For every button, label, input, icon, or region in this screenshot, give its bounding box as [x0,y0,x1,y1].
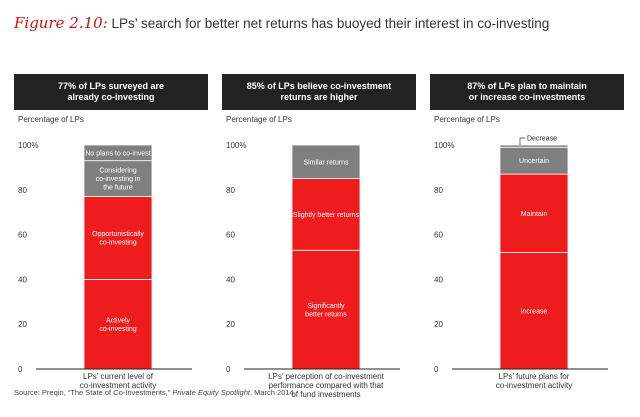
source-prefix: Source: Preqin, “The State of Co-Investm… [14,388,173,397]
bar-segment [499,252,569,370]
x-axis-label: of fund investments [291,390,360,399]
y-tick-label: 100% [18,141,38,150]
figure-title: Figure 2.10: LPs’ search for better net … [14,14,549,32]
y-tick-label: 100% [226,141,246,150]
y-axis-label: Percentage of LPs [434,115,500,124]
segment-label: Opportunistically [92,231,144,238]
panel-header-line: 85% of LPs believe co-investment [246,81,392,91]
y-tick-label: 40 [226,275,235,284]
segment-label: Considering [99,168,136,175]
segment-label: Maintain [521,211,548,218]
x-axis-label: co-investment activity [80,381,156,390]
y-tick-label: 20 [434,320,443,329]
segment-label: co-investing [99,240,136,247]
figure-label: Figure 2.10: [14,14,108,32]
panel-header: 85% of LPs believe co-investment returns… [222,74,416,110]
bar-segment [83,144,153,162]
panel-header-line: returns are higher [280,92,358,102]
y-tick-label: 20 [226,320,235,329]
segment-label: Increase [521,308,548,315]
chart-current-level: Percentage of LPs 100% 80 60 40 20 0 Actively co… [18,115,192,390]
panel-header-line: already co-investing [67,92,155,102]
panel-header-line: 77% of LPs surveyed are [57,81,165,91]
y-tick-label: 40 [18,275,27,284]
segment-label: Decrease [527,136,557,143]
y-tick-label: 80 [18,186,27,195]
bar-segment [291,249,361,370]
segment-label: better returns [305,311,347,318]
y-tick-label: 60 [226,231,235,240]
segment-label: No plans to co-invest [85,150,150,157]
y-tick-label: 80 [226,186,235,195]
y-tick-label: 80 [434,186,443,195]
bar-segment [499,173,569,253]
x-axis-label: LPs’ future plans for [499,372,570,381]
segment-label: co-investing in [96,176,141,183]
chart-panel-future: 87% of LPs plan to maintain or increase … [430,74,624,394]
panel-header-line: 87% of LPs plan to maintain [467,81,587,91]
chart-perception: Percentage of LPs 100% 80 60 40 20 0 Significan… [226,115,400,399]
y-tick-label: 20 [18,320,27,329]
x-axis-label: LPs’ perception of co-investment [268,372,385,381]
bar-segment [83,278,153,370]
chart-panel-perception: 85% of LPs believe co-investment returns… [222,74,416,399]
callout-leader [519,137,525,145]
source-suffix: , March 2014 [249,388,294,397]
chart-future-plans: Percentage of LPs 100% 80 60 40 20 0 Increase Ma… [434,115,608,390]
x-axis-label: co-investment activity [496,381,572,390]
panel-header: 87% of LPs plan to maintain or increase … [430,74,624,110]
x-axis-label: performance compared with that [269,381,385,390]
x-axis-label: LPs’ current level of [83,372,154,381]
segment-label: Similar returns [303,159,349,166]
panel-header: 77% of LPs surveyed are already co-inves… [14,74,208,110]
bar-segment [499,144,569,148]
y-tick-label: 0 [226,365,231,374]
bar-segment [291,178,361,251]
source-note: Source: Preqin, “The State of Co-Investm… [14,388,294,397]
segment-label: the future [103,185,133,192]
source-publication: Private Equity Spotlight [172,388,250,397]
segment-label: Uncertain [519,158,549,165]
y-tick-label: 60 [18,231,27,240]
figure-title-text: LPs’ search for better net returns has b… [111,16,550,31]
y-tick-label: 0 [18,365,23,374]
y-tick-label: 0 [434,365,439,374]
chart-panel-current: 77% of LPs surveyed are already co-inves… [14,74,208,394]
bar-segment [291,144,361,179]
bar-segment [83,196,153,280]
segment-label: Slightly better returns [293,212,360,219]
y-tick-label: 60 [434,231,443,240]
y-axis-label: Percentage of LPs [18,115,84,124]
segment-label: co-investing [99,326,136,333]
y-tick-label: 40 [434,275,443,284]
y-tick-label: 100% [434,141,454,150]
segment-label: Significantly [307,303,345,310]
bar-segment [499,146,569,175]
segment-label: Actively [106,317,131,324]
panel-header-line: or increase co-investments [468,92,586,102]
y-axis-label: Percentage of LPs [226,115,292,124]
